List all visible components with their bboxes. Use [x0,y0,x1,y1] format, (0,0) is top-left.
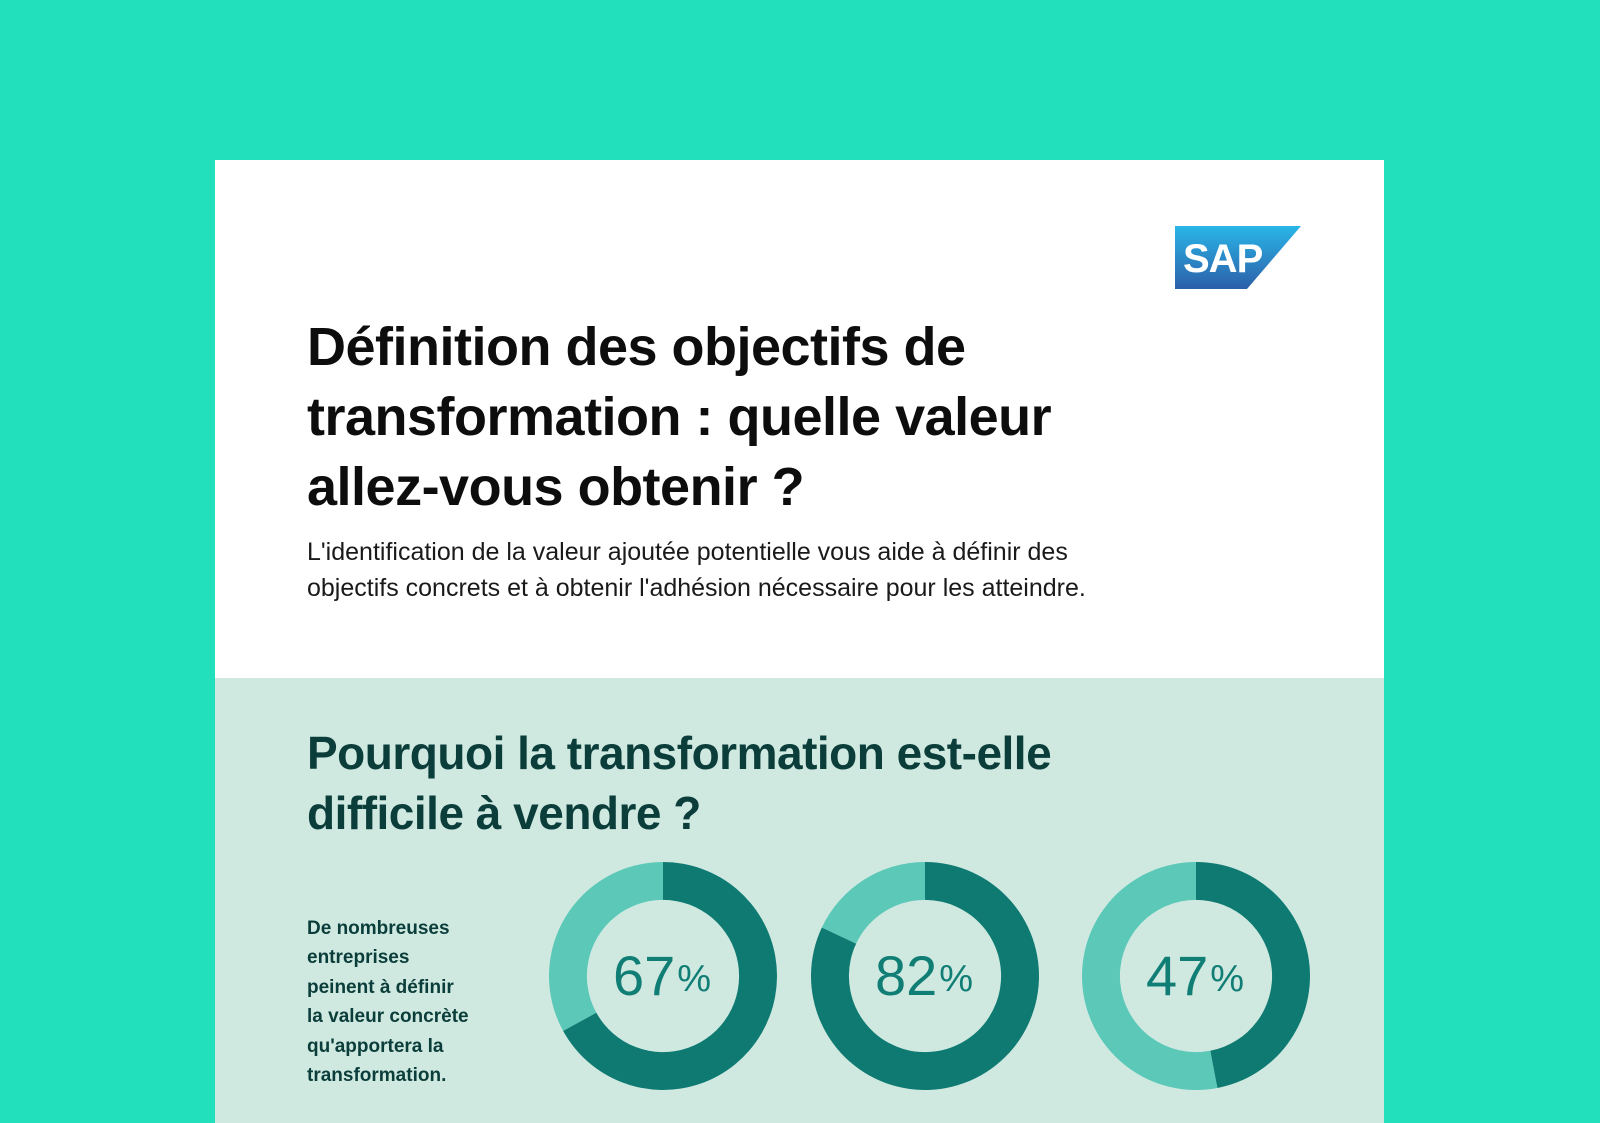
svg-text:SAP: SAP [1183,237,1263,281]
